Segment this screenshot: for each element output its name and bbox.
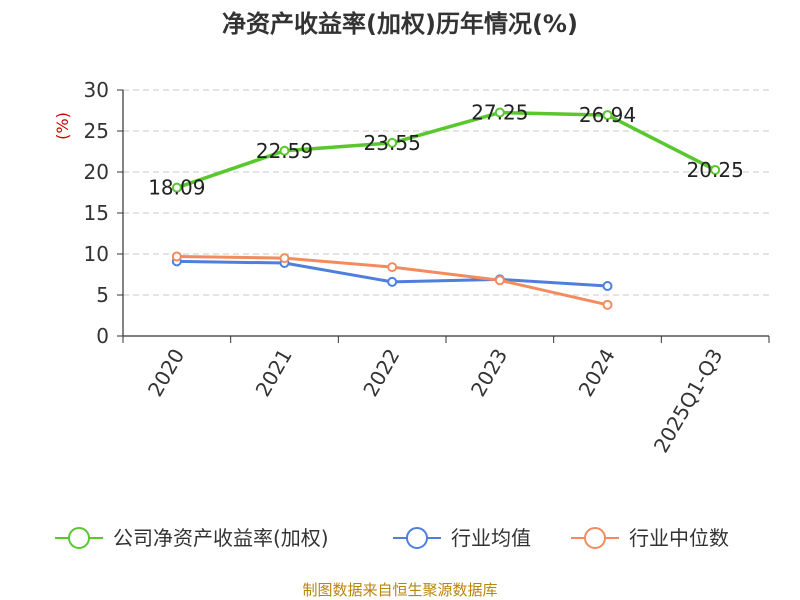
data-labels: 18.09 22.59 23.55 27.25 26.94 20.25	[148, 101, 744, 200]
data-point	[710, 164, 721, 175]
data-label: 18.09	[148, 176, 205, 200]
legend-marker	[584, 527, 606, 549]
data-label: 27.25	[471, 101, 528, 125]
legend-label: 公司净资产收益率(加权)	[113, 526, 329, 550]
series-line-0	[176, 110, 716, 190]
data-point	[387, 276, 398, 287]
data-point	[602, 299, 613, 310]
legend: 公司净资产收益率(加权) 行业均值 行业中位数	[55, 526, 729, 550]
x-tick-label: 2024	[574, 345, 620, 401]
data-label: 20.25	[687, 158, 744, 182]
x-tick-label: 2025Q1-Q3	[649, 345, 728, 457]
x-tick-label: 2021	[251, 345, 297, 401]
x-tick-label: 2023	[466, 345, 512, 401]
data-point	[171, 251, 182, 262]
data-point	[602, 110, 613, 121]
data-point	[494, 107, 505, 118]
y-tick-label: 5	[96, 283, 109, 307]
y-tick-label: 10	[84, 242, 109, 266]
y-tick-label: 25	[84, 119, 109, 143]
legend-label: 行业中位数	[629, 526, 729, 550]
data-point	[387, 137, 398, 148]
data-point	[279, 145, 290, 156]
legend-marker	[406, 527, 428, 549]
data-point	[171, 182, 182, 193]
y-tick-label: 20	[84, 160, 109, 184]
chart-title: 净资产收益率(加权)历年情况(%)	[222, 10, 578, 38]
data-point	[279, 253, 290, 264]
data-label: 26.94	[579, 103, 636, 127]
source-note: 制图数据来自恒生聚源数据库	[302, 581, 497, 599]
y-axis-label: (%)	[53, 112, 72, 140]
legend-item: 行业均值	[393, 526, 531, 550]
data-label: 22.59	[256, 139, 313, 163]
data-point	[494, 275, 505, 286]
data-point	[387, 262, 398, 273]
series-lines	[171, 107, 721, 310]
y-tick-label: 0	[96, 324, 109, 348]
x-tick-label: 2022	[358, 345, 404, 401]
legend-item: 公司净资产收益率(加权)	[55, 526, 329, 550]
x-tick-label: 2020	[143, 345, 189, 401]
legend-marker	[68, 527, 90, 549]
legend-item: 行业中位数	[571, 526, 729, 550]
grid-lines	[123, 89, 769, 296]
legend-label: 行业均值	[451, 526, 531, 550]
data-label: 23.55	[364, 131, 421, 155]
data-point	[602, 280, 613, 291]
y-tick-label: 30	[84, 78, 109, 102]
y-tick-label: 15	[84, 201, 109, 225]
